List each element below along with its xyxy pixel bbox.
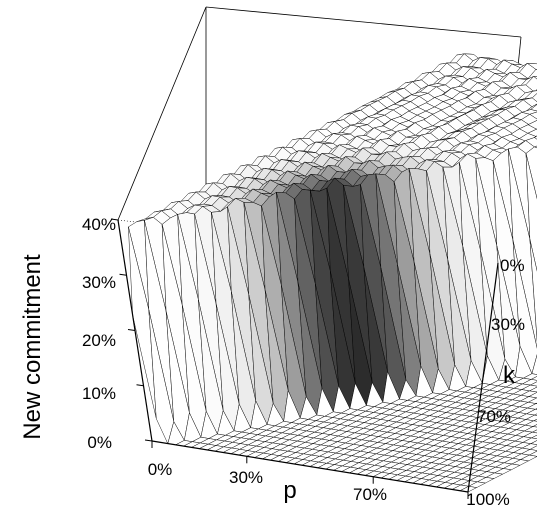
x-tick-label-70: 70% (353, 485, 387, 504)
z-tick-mark (137, 385, 144, 386)
z-tick-label-40: 40% (82, 215, 116, 234)
y-tick-label-70: 70% (477, 407, 511, 426)
z-axis-label: New commitment (19, 254, 46, 440)
surface-mesh (128, 54, 537, 492)
y-tick-label-0: 0% (500, 256, 525, 275)
z-tick-label-10: 10% (82, 384, 116, 403)
z-tick-mark (145, 440, 152, 441)
box-edge-left (118, 7, 206, 220)
y-axis-label: k (503, 362, 516, 389)
z-tick-mark (120, 274, 127, 275)
z-tick-mark (128, 330, 135, 331)
z-tick-label-20: 20% (82, 331, 116, 350)
x-tick-label-0: 0% (148, 460, 173, 479)
x-tick-label-30: 30% (229, 468, 263, 487)
z-tick-label-0: 0% (87, 433, 112, 452)
y-tick-label-30: 30% (491, 315, 525, 334)
x-axis-label: p (283, 477, 296, 504)
x-tick-label-100: 100% (466, 490, 509, 509)
z-tick-label-30: 30% (82, 273, 116, 292)
box-edge-top (206, 7, 521, 37)
